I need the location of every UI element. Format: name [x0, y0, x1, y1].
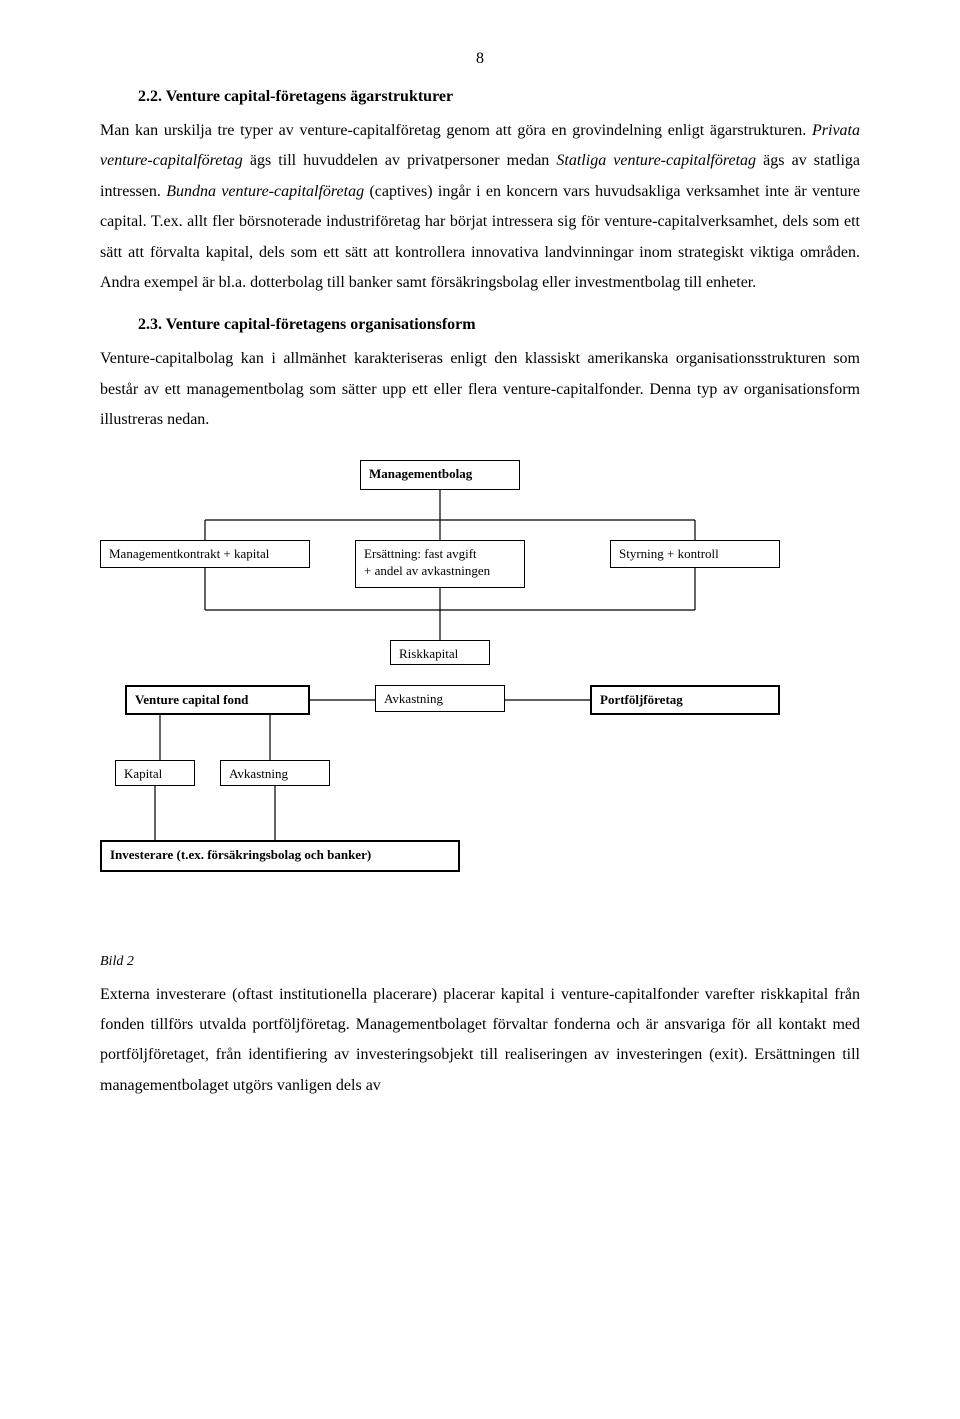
node-kapital: Kapital — [115, 760, 195, 786]
para-23: Venture-capitalbolag kan i allmänhet kar… — [100, 344, 860, 435]
node-vc-fond: Venture capital fond — [125, 685, 310, 715]
node-portfoljforetag: Portföljföretag — [590, 685, 780, 715]
node-avkastning-mid: Avkastning — [375, 685, 505, 712]
page-number: 8 — [100, 50, 860, 68]
node-ersattning-line2: + andel av avkastningen — [364, 563, 490, 578]
node-styrning: Styrning + kontroll — [610, 540, 780, 568]
node-managementkontrakt: Managementkontrakt + kapital — [100, 540, 310, 568]
para-final: Externa investerare (oftast institutione… — [100, 980, 860, 1102]
heading-22: 2.2. Venture capital-företagens ägarstru… — [138, 88, 860, 106]
figure-caption: Bild 2 — [100, 954, 860, 970]
node-ersattning-line1: Ersättning: fast avgift — [364, 546, 477, 561]
para-22: Man kan urskilja tre typer av venture-ca… — [100, 116, 860, 298]
node-riskkapital: Riskkapital — [390, 640, 490, 665]
node-avkastning-bottom: Avkastning — [220, 760, 330, 786]
node-ersattning: Ersättning: fast avgift + andel av avkas… — [355, 540, 525, 588]
node-investerare: Investerare (t.ex. försäkringsbolag och … — [100, 840, 460, 872]
org-diagram: Managementbolag Managementkontrakt + kap… — [100, 460, 860, 940]
node-managementbolag: Managementbolag — [360, 460, 520, 490]
heading-23: 2.3. Venture capital-företagens organisa… — [138, 316, 860, 334]
page: 8 2.2. Venture capital-företagens ägarst… — [0, 0, 960, 1159]
